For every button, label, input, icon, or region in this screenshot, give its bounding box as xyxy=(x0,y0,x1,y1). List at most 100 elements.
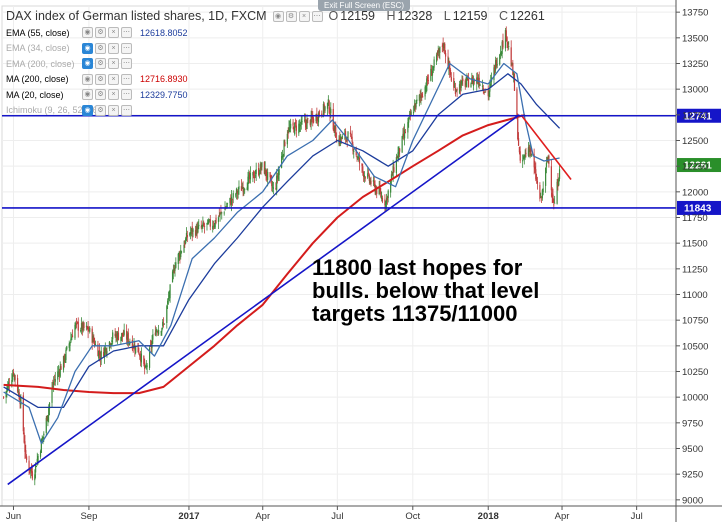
settings-icon[interactable]: ⚙ xyxy=(285,10,297,22)
indicator-controls[interactable]: ◉ ⚙ × ⋯ xyxy=(82,104,132,116)
candle-body xyxy=(172,269,174,273)
candle-body xyxy=(247,176,249,190)
candle-body xyxy=(529,149,531,153)
eye-icon[interactable]: ◉ xyxy=(82,73,93,85)
candle-body xyxy=(441,45,443,47)
high-value: 12328 xyxy=(397,9,433,23)
close-icon[interactable]: × xyxy=(108,27,119,38)
close-icon[interactable]: × xyxy=(108,73,119,85)
candle-body xyxy=(110,343,112,347)
indicator-value: 12329.7750 xyxy=(140,89,188,100)
settings-icon[interactable]: ⚙ xyxy=(95,89,106,100)
settings-icon[interactable]: ⚙ xyxy=(95,58,106,69)
resistance-trend-line xyxy=(520,114,572,181)
candle-body xyxy=(327,99,329,105)
title-controls[interactable]: ◉ ⚙ × ⋯ xyxy=(272,10,323,22)
candle-body xyxy=(294,122,296,135)
close-icon[interactable]: × xyxy=(108,42,119,54)
indicator-controls[interactable]: ◉ ⚙ × ⋯ xyxy=(82,73,132,85)
settings-icon[interactable]: ⚙ xyxy=(95,104,106,116)
candle-body xyxy=(112,332,114,340)
candle-body xyxy=(533,154,535,168)
candle-body xyxy=(69,342,71,346)
more-icon[interactable]: ⋯ xyxy=(121,58,132,69)
time-axis[interactable]: Jun Sep 2017 Apr Jul Oct 2018 Apr Jul xyxy=(0,505,722,522)
settings-icon[interactable]: ⚙ xyxy=(95,73,106,85)
candle-body xyxy=(374,183,376,193)
candle-body xyxy=(258,168,260,175)
candle-body xyxy=(352,144,354,151)
time-tick-label: Oct xyxy=(405,511,420,522)
more-icon[interactable]: ⋯ xyxy=(121,104,132,116)
eye-icon[interactable]: ◉ xyxy=(82,104,93,116)
candle-body xyxy=(454,87,457,94)
candle-body xyxy=(484,91,486,93)
candle-body xyxy=(393,167,395,172)
candle-body xyxy=(243,188,245,190)
candle-body xyxy=(442,44,444,47)
close-icon[interactable]: × xyxy=(108,89,119,100)
candle-body xyxy=(220,211,222,213)
indicator-row[interactable]: EMA (200, close) ◉ ⚙ × ⋯ xyxy=(6,58,132,69)
candle-body xyxy=(300,119,302,125)
candle-body xyxy=(506,37,508,42)
indicator-controls[interactable]: ◉ ⚙ × ⋯ xyxy=(82,27,132,38)
close-icon[interactable]: × xyxy=(108,104,119,116)
candle-body xyxy=(488,91,490,97)
more-icon[interactable]: ⋯ xyxy=(311,10,323,22)
candle-body xyxy=(253,170,255,179)
price-axis[interactable]: 9000 9250 9500 9750 10000 10250 10500 10750 1100… xyxy=(675,0,708,522)
settings-icon[interactable]: ⚙ xyxy=(95,27,106,38)
close-icon[interactable]: × xyxy=(108,58,119,69)
candle-body xyxy=(123,330,125,335)
candle-body xyxy=(370,180,372,185)
candle-body xyxy=(390,174,393,180)
eye-icon[interactable]: ◉ xyxy=(82,27,93,38)
candle-body xyxy=(13,374,15,377)
candle-body xyxy=(476,77,479,82)
indicator-row[interactable]: EMA (34, close) ◉ ⚙ × ⋯ xyxy=(6,42,132,54)
candle-body xyxy=(173,270,175,273)
symbol-title[interactable]: DAX index of German listed shares, 1D, F… xyxy=(6,9,267,23)
indicator-controls[interactable]: ◉ ⚙ × ⋯ xyxy=(82,42,132,54)
indicator-row[interactable]: MA (20, close) ◉ ⚙ × ⋯ 12329.7750 xyxy=(6,89,188,100)
candle-body xyxy=(351,136,353,143)
eye-icon[interactable]: ◉ xyxy=(82,89,93,100)
eye-icon[interactable]: ◉ xyxy=(82,58,93,69)
candle-body xyxy=(106,350,108,354)
candle-body xyxy=(189,233,191,236)
indicator-row[interactable]: MA (200, close) ◉ ⚙ × ⋯ 12716.8930 xyxy=(6,73,188,85)
candle-body xyxy=(51,388,53,403)
exit-fullscreen-button[interactable]: Exit Full Screen (ESC) xyxy=(318,0,411,11)
candle-body xyxy=(58,372,60,375)
indicator-controls[interactable]: ◉ ⚙ × ⋯ xyxy=(82,58,132,69)
indicator-row[interactable]: EMA (55, close) ◉ ⚙ × ⋯ 12618.8052 xyxy=(6,27,188,38)
indicator-controls[interactable]: ◉ ⚙ × ⋯ xyxy=(82,89,132,100)
candle-body xyxy=(276,175,278,190)
candle-body xyxy=(140,353,142,363)
price-tick-label: 9750 xyxy=(682,418,703,429)
candle-body xyxy=(63,355,65,363)
price-tick-label: 13750 xyxy=(682,8,708,19)
more-icon[interactable]: ⋯ xyxy=(121,42,132,54)
candle-body xyxy=(20,397,22,405)
candle-body xyxy=(375,188,377,194)
indicator-row[interactable]: Ichimoku (9, 26, 52, 26) ◉ ⚙ × ⋯ xyxy=(6,104,132,116)
candle-body xyxy=(346,139,348,142)
more-icon[interactable]: ⋯ xyxy=(121,73,132,85)
candle-body xyxy=(270,175,272,180)
close-icon[interactable]: × xyxy=(298,10,310,22)
eye-icon[interactable]: ◉ xyxy=(272,10,284,22)
eye-icon[interactable]: ◉ xyxy=(82,42,93,54)
candle-body xyxy=(369,180,371,183)
more-icon[interactable]: ⋯ xyxy=(121,27,132,38)
candle-body xyxy=(144,366,147,368)
more-icon[interactable]: ⋯ xyxy=(121,89,132,100)
candle-body xyxy=(35,463,37,473)
candle-body xyxy=(23,432,25,443)
candle-body xyxy=(117,332,120,341)
candle-body xyxy=(201,225,203,227)
settings-icon[interactable]: ⚙ xyxy=(95,42,106,54)
candle-body xyxy=(34,474,36,481)
